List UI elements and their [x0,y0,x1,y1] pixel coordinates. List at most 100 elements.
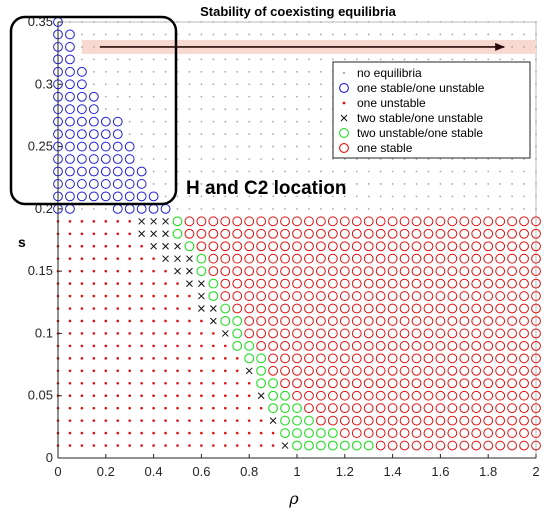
one-stable-point [423,316,434,326]
one-stable-point [375,353,386,364]
one-unstable-point [92,431,96,435]
one-stable-point [268,266,279,277]
no-equilibria-point [463,33,466,36]
one-unstable-point [68,269,72,273]
one-unstable-point [200,369,203,373]
one-stable-point [435,216,446,227]
one-stable-point [292,228,302,239]
no-equilibria-point [427,58,430,61]
one-stable-point [423,365,434,376]
no-equilibria-point [260,108,263,111]
one-stable-point [519,303,529,314]
no-equilibria-point [415,58,418,61]
one-unstable-point [80,319,84,323]
one-unstable-point [80,431,84,435]
one-unstable-point [80,307,84,310]
one-stable-point [316,378,326,389]
one-unstable-point [200,444,203,447]
one-stable-point [471,291,482,301]
one-unstable-point [152,406,155,410]
one-stable-point [471,440,482,451]
one-stable-point [399,253,410,264]
two-stable-one-unstable-point [162,255,169,263]
no-equilibria-point [296,108,298,111]
one-stable-point [507,353,517,364]
one-stable-point [363,316,374,326]
one-stable-point [471,403,482,414]
one-stable-point [423,241,434,252]
no-equilibria-point [212,183,215,185]
no-equilibria-point [379,58,382,61]
one-stable-point [519,365,529,376]
one-unstable-point [164,344,167,348]
one-stable-point [316,228,326,239]
one-unstable-point [176,394,179,398]
one-stable-point [280,266,290,277]
y-axis-label: s [18,234,26,250]
one-stable-point [292,253,302,264]
two-unstable-one-stable-point [268,378,279,389]
one-unstable-point [128,394,131,398]
one-stable-point [363,403,374,414]
no-equilibria-point [415,195,418,198]
one-stable-point [244,328,255,339]
one-stable-point [447,316,458,326]
no-equilibria-point [164,195,167,198]
one-stable-point [351,316,362,326]
one-stable-point [196,241,207,252]
no-equilibria-point [379,183,382,185]
one-unstable-point [176,307,179,310]
x-tick-label: 1 [293,464,300,479]
one-unstable-point [80,220,84,223]
one-stable-point [327,328,338,339]
one-stable-one-unstable-point [77,179,87,189]
no-equilibria-point [379,207,382,210]
no-equilibria-point [140,120,143,123]
one-stable-point [232,253,243,264]
two-stable-one-unstable-point [138,217,146,225]
no-equilibria-point [523,46,525,48]
no-equilibria-point [403,207,406,210]
two-unstable-one-stable-point [292,428,302,439]
one-stable-point [531,440,541,451]
one-stable-point [531,291,541,301]
no-equilibria-point [523,207,525,210]
no-equilibria-point [511,58,513,61]
one-stable-point [459,415,470,426]
no-equilibria-point [236,58,239,61]
no-equilibria-point [248,170,251,173]
two-unstable-one-stable-point [292,415,302,426]
one-unstable-point [68,431,72,435]
one-unstable-point [235,431,239,435]
no-equilibria-point [427,21,430,23]
one-unstable-point [140,431,143,435]
one-stable-point [339,403,350,414]
one-unstable-point [212,344,215,348]
one-unstable-point [235,394,239,398]
one-stable-point [363,415,374,426]
one-stable-point [244,316,255,326]
one-stable-point [375,216,386,227]
one-unstable-point [104,232,108,236]
two-stable-one-unstable-point [269,417,277,424]
one-stable-one-unstable-point [88,116,99,127]
one-stable-point [507,440,517,451]
no-equilibria-point [92,33,95,36]
one-stable-point [435,291,446,301]
one-stable-point [327,228,338,239]
two-unstable-one-stable-point [327,428,338,439]
one-unstable-point [140,332,143,335]
no-equilibria-point [81,58,83,61]
one-stable-point [351,328,362,339]
no-equilibria-point [248,207,251,210]
no-equilibria-point [487,58,490,61]
two-unstable-one-stable-point [304,415,314,426]
one-unstable-point [116,282,120,285]
one-stable-point [351,278,362,289]
one-stable-point [316,316,326,326]
one-unstable-point [176,419,179,422]
no-equilibria-point [260,170,263,173]
no-equilibria-point [200,21,203,23]
one-stable-one-unstable-point [65,166,75,177]
one-stable-point [304,253,314,264]
